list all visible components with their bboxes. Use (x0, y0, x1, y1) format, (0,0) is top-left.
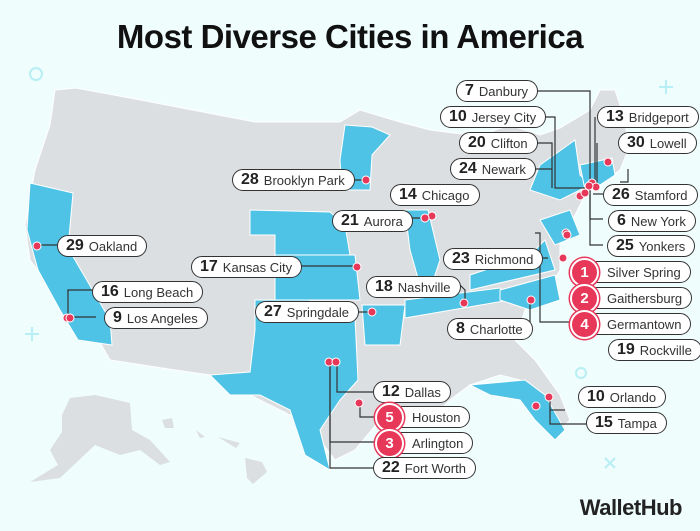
city-label[interactable]: 6 New York (608, 210, 696, 232)
city-label[interactable]: 23 Richmond (443, 248, 544, 270)
state-north-carolina (499, 274, 561, 311)
state-florida (468, 379, 566, 441)
hawaii (162, 418, 267, 484)
decor-circle (575, 367, 587, 379)
decor-plus (659, 80, 673, 94)
wallethub-logo: WalletHub (579, 495, 683, 520)
city-label[interactable]: 15 Tampa (586, 412, 667, 434)
city-label[interactable]: 30 Lowell (618, 132, 697, 154)
decor-circle (29, 67, 43, 81)
decor-plus (25, 327, 39, 341)
city-label[interactable]: 12 Dallas (373, 381, 451, 403)
city-label[interactable]: 29 Oakland (57, 235, 148, 257)
city-label[interactable]: 14 Chicago (390, 184, 480, 206)
city-label[interactable]: 8 Charlotte (447, 318, 533, 340)
alaska (30, 395, 170, 482)
map-title: Most Diverse Cities in America (116, 18, 584, 55)
city-label[interactable]: 20 Clifton (459, 132, 538, 154)
city-label[interactable]: 16 Long Beach (92, 281, 204, 303)
city-label[interactable]: 21 Aurora (332, 210, 413, 232)
city-label[interactable]: 27 Springdale (255, 301, 359, 323)
city-label[interactable]: 24 Newark (450, 158, 536, 180)
state-california (26, 182, 113, 346)
city-label[interactable]: 25 Yonkers (607, 235, 696, 257)
city-markers (32, 157, 613, 411)
decor-x (604, 457, 616, 469)
city-label[interactable]: 17 Kansas City (191, 256, 303, 278)
city-label-top5[interactable]: 2 Gaithersburg (570, 283, 693, 313)
city-label[interactable]: 18 Nashville (366, 276, 461, 298)
city-label[interactable]: 7 Danbury (456, 80, 539, 102)
city-label-top5[interactable]: 1 Silver Spring (570, 257, 691, 287)
city-label[interactable]: 13 Bridgeport (597, 106, 699, 128)
city-label-top5[interactable]: 5 Houston (375, 402, 471, 432)
city-label[interactable]: 26 Stamford (603, 184, 698, 206)
city-label-top5[interactable]: 4 Germantown (570, 309, 692, 339)
city-label-top5[interactable]: 3 Arlington (375, 428, 474, 458)
city-label[interactable]: 28 Brooklyn Park (232, 169, 355, 191)
city-label[interactable]: 9 Los Angeles (104, 307, 208, 329)
city-label[interactable]: 10 Orlando (578, 386, 667, 408)
city-label[interactable]: 22 Fort Worth (373, 457, 476, 479)
city-label[interactable]: 10 Jersey City (440, 106, 547, 128)
city-label[interactable]: 19 Rockville (608, 339, 700, 361)
